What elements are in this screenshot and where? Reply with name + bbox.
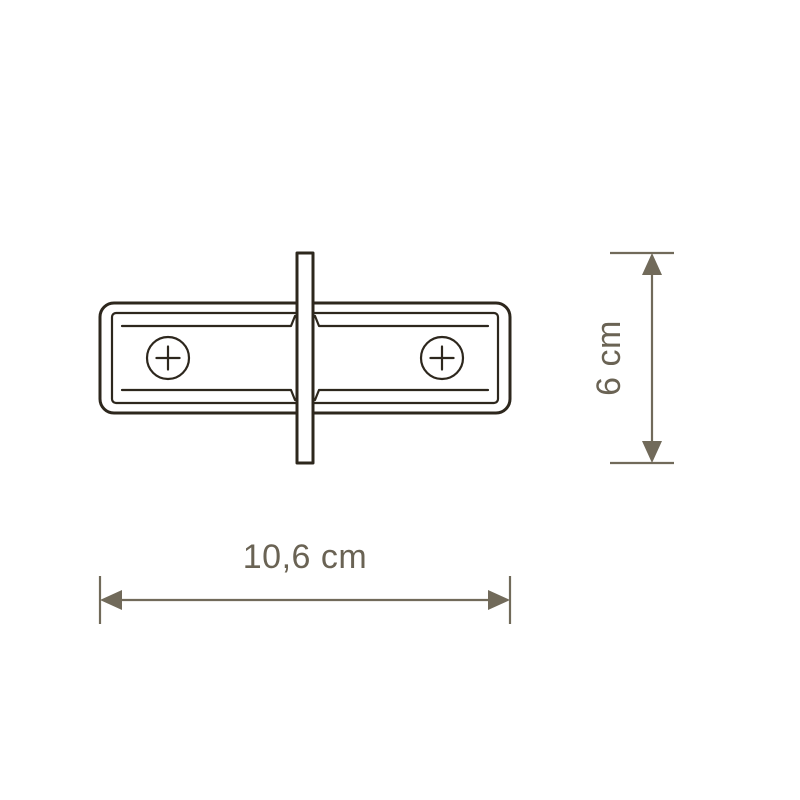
center-clip <box>297 253 313 463</box>
dim-height-label: 6 cm <box>590 320 628 396</box>
dim-width-label: 10,6 cm <box>243 538 367 576</box>
canvas-bg <box>0 0 800 800</box>
